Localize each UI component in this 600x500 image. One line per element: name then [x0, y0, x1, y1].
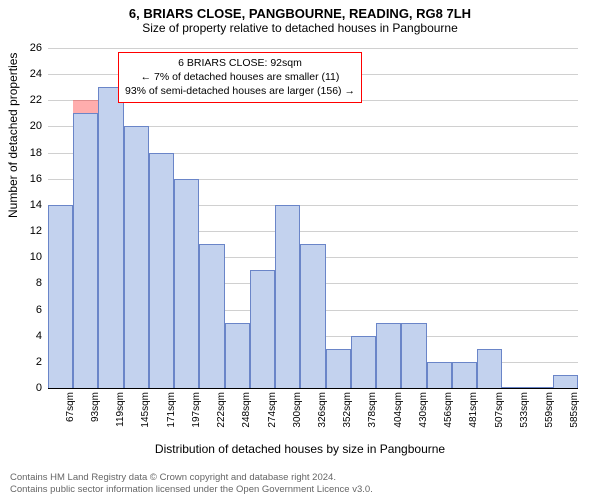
- y-tick-label: 8: [18, 277, 42, 289]
- x-tick-label: 481sqm: [468, 392, 479, 428]
- bar: [98, 87, 123, 388]
- y-tick-label: 24: [18, 68, 42, 80]
- y-tick-label: 14: [18, 199, 42, 211]
- y-tick-label: 20: [18, 120, 42, 132]
- x-tick-label: 67sqm: [65, 392, 76, 422]
- bar: [553, 375, 578, 388]
- annotation-line1: 6 BRIARS CLOSE: 92sqm: [125, 56, 355, 70]
- chart-area: 0246810121416182022242667sqm93sqm119sqm1…: [48, 48, 578, 388]
- footer-line1: Contains HM Land Registry data © Crown c…: [10, 472, 373, 484]
- x-tick-label: 274sqm: [267, 392, 278, 428]
- annotation-line3: 93% of semi-detached houses are larger (…: [125, 84, 355, 98]
- y-tick-label: 22: [18, 94, 42, 106]
- x-tick-label: 352sqm: [342, 392, 353, 428]
- x-tick-label: 378sqm: [367, 392, 378, 428]
- x-tick-label: 456sqm: [443, 392, 454, 428]
- bar: [275, 205, 300, 388]
- y-tick-label: 10: [18, 251, 42, 263]
- bar: [73, 113, 98, 388]
- x-tick-label: 507sqm: [494, 392, 505, 428]
- x-tick-label: 326sqm: [317, 392, 328, 428]
- bar: [427, 362, 452, 388]
- x-tick-label: 404sqm: [393, 392, 404, 428]
- y-tick-label: 18: [18, 147, 42, 159]
- annotation-line2: ← 7% of detached houses are smaller (11): [125, 70, 355, 84]
- chart-subtitle: Size of property relative to detached ho…: [0, 21, 600, 37]
- bar: [174, 179, 199, 388]
- x-tick-label: 119sqm: [115, 392, 126, 427]
- bar: [124, 126, 149, 388]
- bar: [401, 323, 426, 388]
- bar: [225, 323, 250, 388]
- bar: [376, 323, 401, 388]
- bar: [250, 270, 275, 388]
- x-tick-label: 300sqm: [292, 392, 303, 428]
- y-tick-label: 2: [18, 356, 42, 368]
- bar: [199, 244, 224, 388]
- x-tick-label: 585sqm: [569, 392, 580, 428]
- x-tick-label: 430sqm: [418, 392, 429, 428]
- y-tick-label: 0: [18, 382, 42, 394]
- x-tick-label: 197sqm: [191, 392, 202, 428]
- y-tick-label: 16: [18, 173, 42, 185]
- y-tick-label: 26: [18, 42, 42, 54]
- footer-line2: Contains public sector information licen…: [10, 484, 373, 496]
- bar: [48, 205, 73, 388]
- bar: [477, 349, 502, 388]
- x-tick-label: 533sqm: [519, 392, 530, 428]
- grid-line: [48, 48, 578, 49]
- chart-title: 6, BRIARS CLOSE, PANGBOURNE, READING, RG…: [0, 0, 600, 21]
- x-tick-label: 171sqm: [166, 392, 177, 428]
- x-tick-label: 222sqm: [216, 392, 227, 428]
- bar: [351, 336, 376, 388]
- footer-text: Contains HM Land Registry data © Crown c…: [10, 472, 373, 496]
- x-tick-label: 559sqm: [544, 392, 555, 428]
- x-axis-label: Distribution of detached houses by size …: [0, 442, 600, 456]
- x-tick-label: 145sqm: [140, 392, 151, 428]
- y-tick-label: 12: [18, 225, 42, 237]
- annotation-box: 6 BRIARS CLOSE: 92sqm ← 7% of detached h…: [118, 52, 362, 103]
- x-tick-label: 248sqm: [241, 392, 252, 428]
- x-tick-label: 93sqm: [90, 392, 101, 422]
- x-axis-line: [48, 388, 578, 389]
- y-tick-label: 4: [18, 330, 42, 342]
- bar: [149, 153, 174, 388]
- y-tick-label: 6: [18, 304, 42, 316]
- bar: [452, 362, 477, 388]
- bar: [326, 349, 351, 388]
- bar: [300, 244, 325, 388]
